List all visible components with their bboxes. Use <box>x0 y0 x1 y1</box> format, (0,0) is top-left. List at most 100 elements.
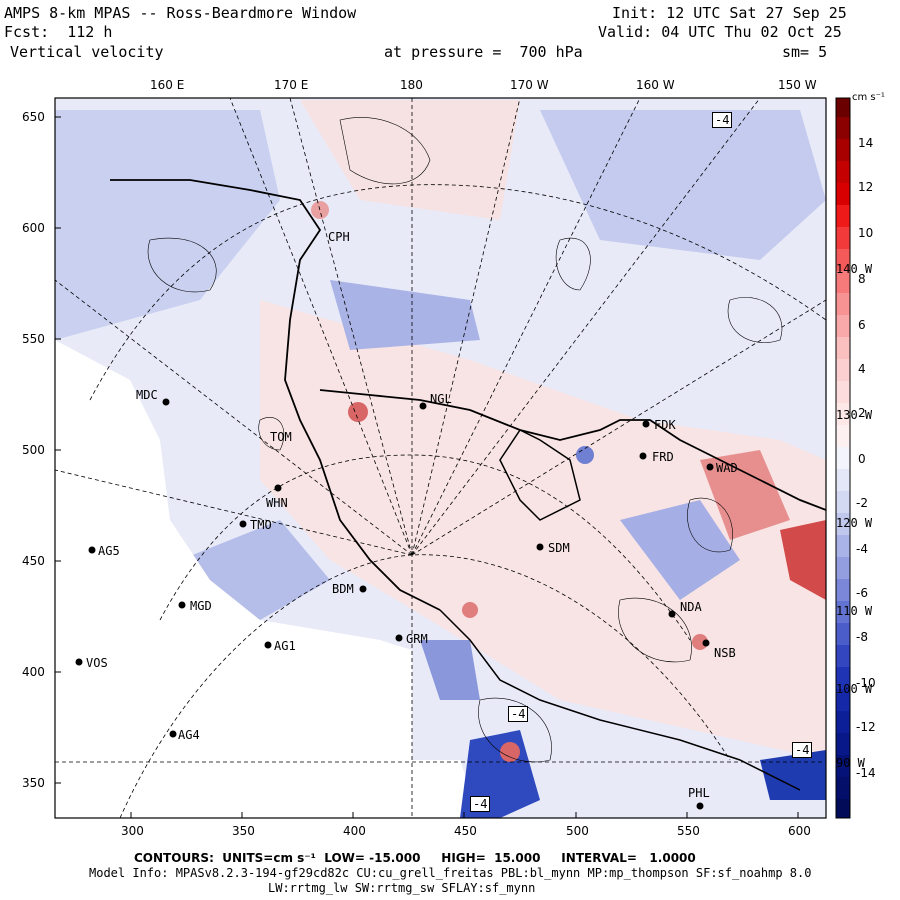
negative-region <box>180 520 330 620</box>
y-tick-label: 500 <box>22 443 45 457</box>
y-tick-label: 350 <box>22 776 45 790</box>
station-dot[interactable] <box>642 420 650 428</box>
colorbar-label: 4 <box>858 362 866 376</box>
island-outline <box>499 429 581 521</box>
colorbar-label: -4 <box>856 542 868 556</box>
lon-label-right: 100 W <box>836 682 873 696</box>
colorbar-label: 14 <box>858 136 874 150</box>
x-tick-label: 550 <box>677 824 700 838</box>
station-label-TOM: TOM <box>270 430 292 444</box>
station-label-AG5: AG5 <box>98 544 120 558</box>
positive-cell <box>462 602 478 618</box>
station-label-SDM: SDM <box>548 541 570 555</box>
station-dot[interactable] <box>274 484 282 492</box>
station-label-WHN: WHN <box>266 496 288 510</box>
station-dot[interactable] <box>536 543 544 551</box>
smoothing: sm= 5 <box>782 43 828 61</box>
y-tick-label: 400 <box>22 665 45 679</box>
negative-cell <box>576 446 594 464</box>
lon-label: 160 E <box>150 78 185 92</box>
contour-label: -4 <box>792 742 813 758</box>
lon-label: 170 E <box>274 78 309 92</box>
station-dot[interactable] <box>178 601 186 609</box>
negative-cell <box>420 640 480 700</box>
station-dot[interactable] <box>706 463 714 471</box>
y-tick-label: 550 <box>22 332 45 346</box>
station-dot[interactable] <box>696 802 704 810</box>
station-dot[interactable] <box>668 610 676 618</box>
contour-info: CONTOURS: UNITS=cm s⁻¹ LOW= -15.000 HIGH… <box>134 851 696 865</box>
colorbar-label: -6 <box>856 586 868 600</box>
station-label-NGL: NGL <box>430 392 452 406</box>
colorbar-label: 8 <box>858 272 866 286</box>
station-label-MDC: MDC <box>136 388 158 402</box>
station-label-AG4: AG4 <box>178 728 200 742</box>
field-name: Vertical velocity <box>10 43 164 61</box>
station-dot[interactable] <box>169 730 177 738</box>
colorbar-unit: cm s⁻¹ <box>852 92 885 103</box>
ice-shelf-edge <box>319 389 826 511</box>
map-plot-area <box>55 98 826 818</box>
station-dot[interactable] <box>419 402 427 410</box>
station-label-FDK: FDK <box>654 418 676 432</box>
lon-label-right: 140 W <box>836 262 873 276</box>
lon-label: 170 W <box>510 78 549 92</box>
station-label-WAD: WAD <box>716 461 738 475</box>
colorbar-label: 10 <box>858 226 874 240</box>
y-tick-label: 450 <box>22 554 45 568</box>
station-dot[interactable] <box>264 641 272 649</box>
model-info: Model Info: MPASv8.2.3-194-gf29cd82c CU:… <box>89 866 812 880</box>
valid-time: Valid: 04 UTC Thu 02 Oct 25 <box>598 23 842 41</box>
plot-frame <box>54 97 827 819</box>
forecast-hour: Fcst: 112 h <box>4 23 113 41</box>
lon-label-right: 90 W <box>836 756 865 770</box>
colorbar-label: 2 <box>858 406 866 420</box>
map-title: AMPS 8-km MPAS -- Ross-Beardmore Window <box>4 4 357 22</box>
positive-region <box>260 300 826 760</box>
station-dot[interactable] <box>75 658 83 666</box>
lon-label: 150 W <box>778 78 817 92</box>
station-label-VOS: VOS <box>86 656 108 670</box>
lon-label: 160 W <box>636 78 675 92</box>
init-time: Init: 12 UTC Sat 27 Sep 25 <box>612 4 847 22</box>
no-data-region <box>55 760 480 818</box>
colorbar <box>835 97 851 819</box>
station-dot[interactable] <box>639 452 647 460</box>
lon-label: 180 <box>400 78 423 92</box>
x-tick-label: 400 <box>343 824 366 838</box>
colorbar-label: 0 <box>858 452 866 466</box>
station-label-PHL: PHL <box>688 786 710 800</box>
x-tick-label: 500 <box>566 824 589 838</box>
colorbar-label: -2 <box>856 496 868 510</box>
colorbar-label: 6 <box>858 318 866 332</box>
coastline <box>110 179 441 611</box>
x-tick-label: 600 <box>788 824 811 838</box>
y-tick-label: 650 <box>22 110 45 124</box>
station-dot[interactable] <box>239 520 247 528</box>
positive-region <box>300 100 520 220</box>
positive-cell <box>700 450 790 540</box>
lon-label-right: 120 W <box>836 516 873 530</box>
x-tick-label: 350 <box>232 824 255 838</box>
station-dot[interactable] <box>702 639 710 647</box>
station-dot[interactable] <box>162 398 170 406</box>
contour-label: -4 <box>508 706 529 722</box>
station-dot[interactable] <box>359 585 367 593</box>
station-dot[interactable] <box>395 634 403 642</box>
pressure-level: at pressure = 700 hPa <box>384 43 583 61</box>
colorbar-label: -10 <box>856 676 876 690</box>
lon-label-right: 130 W <box>836 408 873 422</box>
station-label-MGD: MGD <box>190 599 212 613</box>
negative-region <box>540 110 826 260</box>
axis-ticks <box>55 116 799 818</box>
station-label-AG1: AG1 <box>274 639 296 653</box>
colorbar-label: 12 <box>858 180 874 194</box>
negative-region <box>330 280 480 350</box>
y-tick-label: 600 <box>22 221 45 235</box>
x-tick-label: 300 <box>121 824 144 838</box>
positive-cell <box>348 402 368 422</box>
negative-region <box>620 500 740 600</box>
station-label-FRD: FRD <box>652 450 674 464</box>
station-dot[interactable] <box>88 546 96 554</box>
